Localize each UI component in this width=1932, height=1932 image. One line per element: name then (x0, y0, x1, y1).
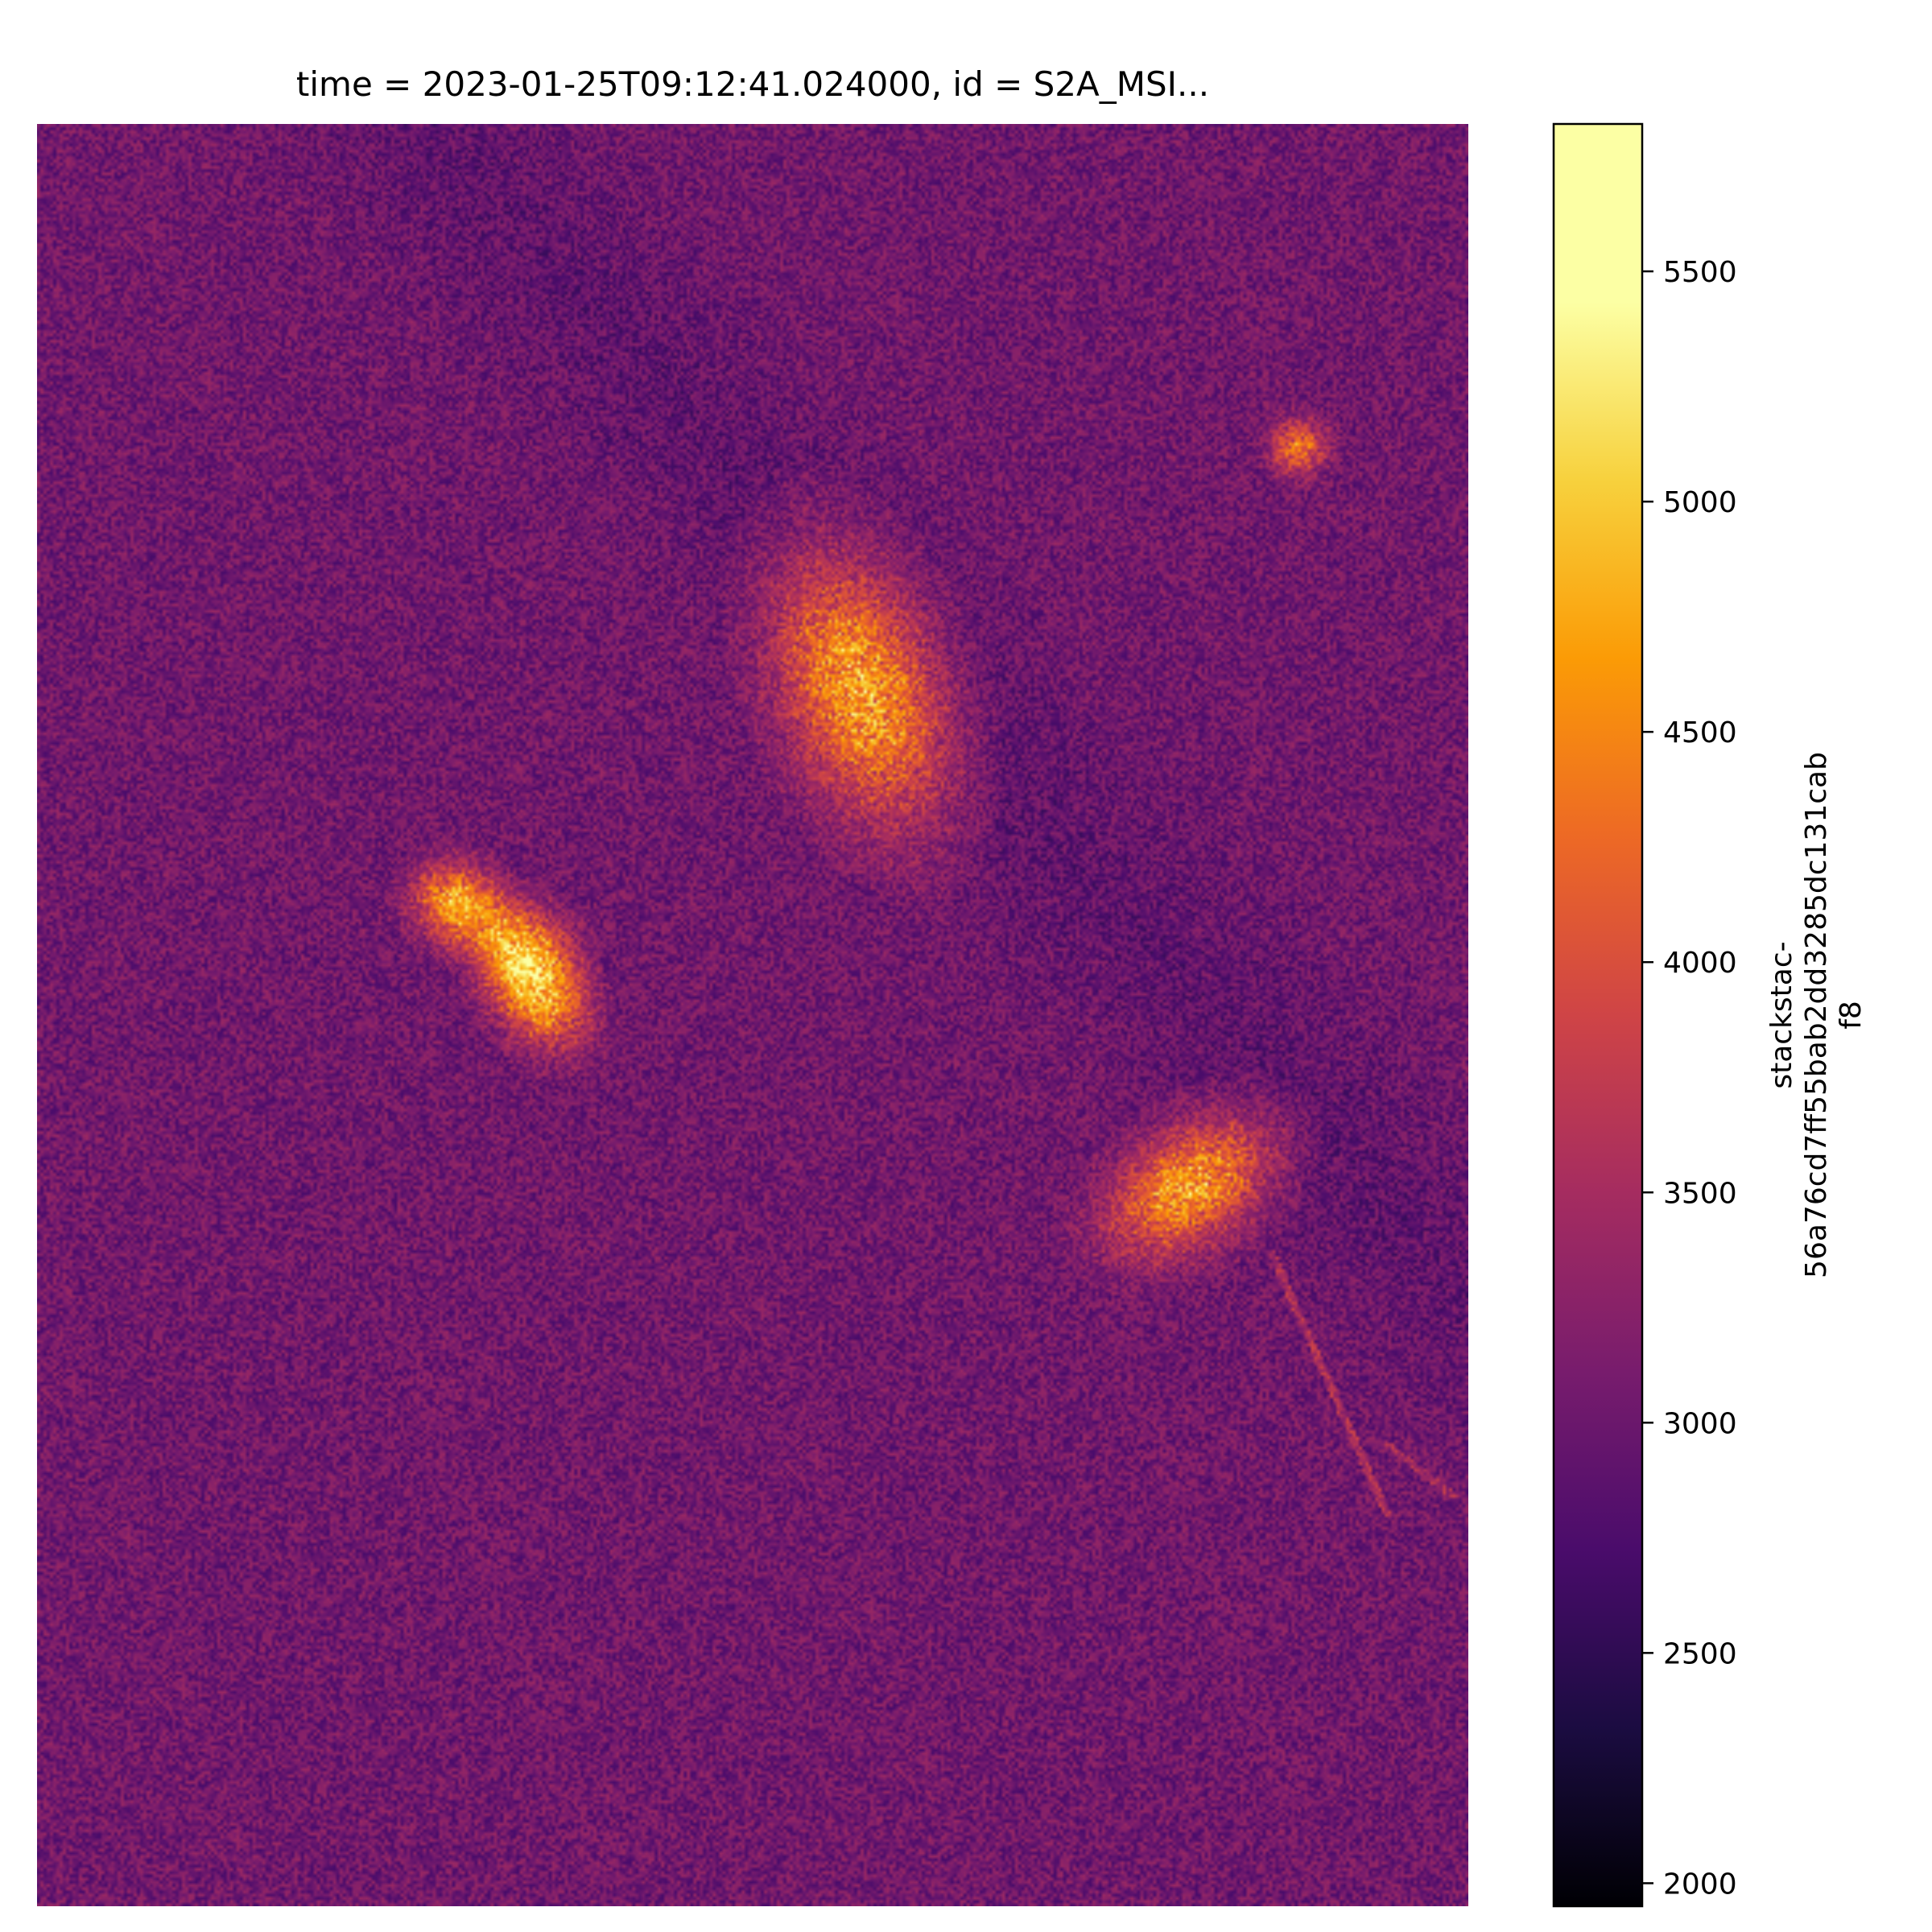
colorbar: 2000 2500 3000 3500 4000 4500 5000 5500 stackst… (1552, 122, 1868, 1908)
colorbar-label-line: 56a76cd7ff55bab2dd3285dc131cab (1800, 752, 1833, 1278)
colorbar-tick-label: 4000 (1663, 947, 1737, 980)
colorbar-tick-label: 4500 (1663, 716, 1737, 749)
colorbar-label-line: stackstac- (1765, 941, 1798, 1088)
colorbar-tick-label: 5500 (1663, 256, 1737, 289)
colorbar-tick-label: 5000 (1663, 486, 1737, 519)
plot-title: time = 2023-01-25T09:12:41.024000, id = … (295, 64, 1210, 104)
colorbar-frame (1552, 122, 1644, 1908)
colorbar-tick-label: 2500 (1663, 1637, 1737, 1670)
colorbar-ticks: 2000 2500 3000 3500 4000 4500 5000 5500 (1642, 256, 1737, 1901)
colorbar-tick-label: 2000 (1663, 1868, 1737, 1901)
colorbar-tick-label: 3500 (1663, 1177, 1737, 1210)
raster-image (37, 124, 1468, 1906)
colorbar-label-line: f8 (1835, 1001, 1868, 1030)
colorbar-tick-label: 3000 (1663, 1407, 1737, 1440)
colorbar-gradient (1554, 124, 1642, 1906)
colorbar-label: stackstac-56a76cd7ff55bab2dd3285dc131cab… (1765, 752, 1868, 1278)
